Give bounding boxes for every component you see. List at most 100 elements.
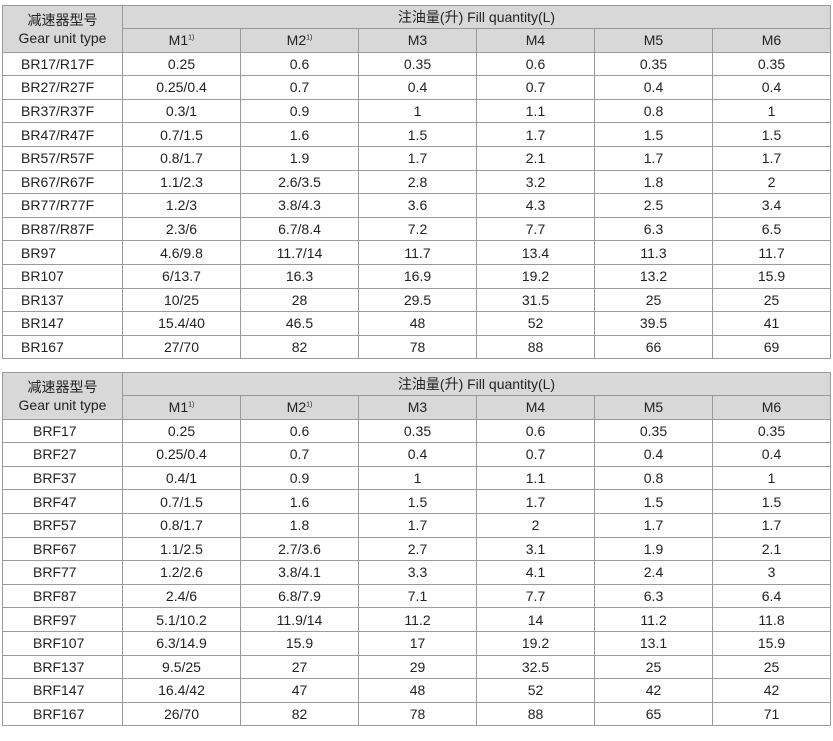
fill-quantity-cell: 52 <box>476 678 595 703</box>
fill-quantity-cell: 46.5 <box>240 311 359 336</box>
table-row: BR17/R17F 0.25 0.6 0.35 0.6 0.35 0.35 <box>2 51 831 77</box>
fill-quantity-cell: 0.4 <box>358 75 477 100</box>
fill-quantity-cell: 1.8 <box>240 512 359 538</box>
fill-quantity-cell: 0.35 <box>594 51 713 77</box>
column-label: M5 <box>643 32 664 49</box>
fill-quantity-cell: 6.3 <box>594 216 713 242</box>
fill-quantity-cell: 19.2 <box>476 630 595 656</box>
column-label: M3 <box>407 399 428 416</box>
fill-quantity-cell: 13.1 <box>594 630 713 656</box>
fill-quantity-cell: 1.2/2.6 <box>122 560 241 585</box>
column-header-m4: M4 <box>476 28 595 53</box>
table-row: BRF147 16.4/42 47 48 52 42 42 <box>2 678 831 703</box>
fill-quantity-cell: 9.5/25 <box>122 654 241 680</box>
fill-quantity-cell: 42 <box>712 678 831 703</box>
column-label: M1 <box>168 32 189 49</box>
fill-quantity-cell: 0.4 <box>594 75 713 100</box>
gear-unit-type-cell: BR47/R47F <box>2 122 123 147</box>
table-row: BRF167 26/70 82 78 88 65 71 <box>2 701 831 727</box>
fill-quantity-cell: 1.1 <box>476 98 595 124</box>
fill-quantity-cell: 11.7/14 <box>240 240 359 265</box>
fill-quantity-cell: 6.5 <box>712 216 831 242</box>
gear-unit-type-cell: BRF97 <box>2 607 123 632</box>
fill-quantity-cell: 0.25/0.4 <box>122 442 241 467</box>
column-header-m2: M21) <box>240 395 359 420</box>
fill-quantity-cell: 0.6 <box>476 418 595 444</box>
fill-quantity-cell: 0.4 <box>594 442 713 467</box>
column-label: M2 <box>286 399 307 416</box>
fill-quantity-cell: 47 <box>240 678 359 703</box>
fill-quantity-cell: 0.7 <box>240 442 359 467</box>
type-header-cn: 减速器型号 <box>27 11 98 28</box>
fill-quantity-header: 注油量(升) Fill quantity(L) <box>122 372 831 396</box>
fill-quantity-cell: 10/25 <box>122 287 241 313</box>
fill-quantity-table-br: 减速器型号 Gear unit type 注油量(升) Fill quantity(… <box>2 5 831 360</box>
fill-quantity-cell: 1.2/3 <box>122 193 241 218</box>
fill-quantity-cell: 1.5 <box>594 122 713 147</box>
fill-quantity-cell: 2.3/6 <box>122 216 241 242</box>
gear-unit-type-cell: BRF87 <box>2 583 123 609</box>
fill-quantity-cell: 7.7 <box>476 583 595 609</box>
fill-quantity-cell: 0.25/0.4 <box>122 75 241 100</box>
fill-quantity-cell: 0.7/1.5 <box>122 489 241 514</box>
gear-unit-type-cell: BR97 <box>2 240 123 265</box>
fill-quantity-cell: 2.7/3.6 <box>240 536 359 562</box>
fill-quantity-cell: 0.8/1.7 <box>122 512 241 538</box>
fill-quantity-cell: 16.4/42 <box>122 678 241 703</box>
fill-quantity-cell: 78 <box>358 701 477 727</box>
fill-quantity-cell: 0.35 <box>358 51 477 77</box>
fill-quantity-cell: 0.6 <box>240 418 359 444</box>
fill-quantity-cell: 11.7 <box>712 240 831 265</box>
footnote-marker: 1) <box>188 34 195 42</box>
fill-quantity-cell: 0.35 <box>712 418 831 444</box>
gear-unit-type-cell: BR147 <box>2 311 123 336</box>
fill-quantity-cell: 11.8 <box>712 607 831 632</box>
fill-quantity-cell: 15.4/40 <box>122 311 241 336</box>
column-label: M6 <box>761 32 782 49</box>
table-row: BRF137 9.5/25 27 29 32.5 25 25 <box>2 654 831 680</box>
table-row: BRF107 6.3/14.9 15.9 17 19.2 13.1 15.9 <box>2 630 831 656</box>
fill-quantity-cell: 31.5 <box>476 287 595 313</box>
fill-quantity-cell: 6.3/14.9 <box>122 630 241 656</box>
gear-unit-type-cell: BRF77 <box>2 560 123 585</box>
fill-quantity-cell: 25 <box>594 654 713 680</box>
fill-quantity-cell: 13.2 <box>594 263 713 289</box>
fill-quantity-cell: 69 <box>712 334 831 360</box>
column-header-m6: M6 <box>712 28 831 53</box>
fill-quantity-cell: 0.6 <box>476 51 595 77</box>
fill-quantity-cell: 11.2 <box>594 607 713 632</box>
fill-quantity-cell: 4.3 <box>476 193 595 218</box>
fill-quantity-cell: 88 <box>476 701 595 727</box>
gear-unit-type-cell: BR37/R37F <box>2 98 123 124</box>
fill-quantity-cell: 0.6 <box>240 51 359 77</box>
column-label: M5 <box>643 399 664 416</box>
footnote-marker: 1) <box>188 401 195 409</box>
fill-quantity-cell: 2.1 <box>476 145 595 171</box>
fill-quantity-cell: 2 <box>476 512 595 538</box>
fill-quantity-cell: 2.8 <box>358 169 477 195</box>
gear-unit-type-cell: BR17/R17F <box>2 51 123 77</box>
fill-quantity-cell: 26/70 <box>122 701 241 727</box>
fill-quantity-cell: 4.1 <box>476 560 595 585</box>
fill-quantity-cell: 25 <box>712 287 831 313</box>
fill-quantity-cell: 25 <box>712 654 831 680</box>
fill-quantity-cell: 1.7 <box>358 145 477 171</box>
fill-quantity-cell: 3.6 <box>358 193 477 218</box>
table-row: BR37/R37F 0.3/1 0.9 1 1.1 0.8 1 <box>2 98 831 124</box>
fill-quantity-cell: 52 <box>476 311 595 336</box>
fill-quantity-cell: 1.7 <box>476 489 595 514</box>
fill-quantity-cell: 3.2 <box>476 169 595 195</box>
fill-quantity-cell: 66 <box>594 334 713 360</box>
fill-quantity-cell: 0.8 <box>594 98 713 124</box>
fill-quantity-cell: 2.7 <box>358 536 477 562</box>
fill-quantity-cell: 1.7 <box>712 512 831 538</box>
gear-unit-type-cell: BRF167 <box>2 701 123 727</box>
gear-unit-type-cell: BRF137 <box>2 654 123 680</box>
fill-quantity-cell: 6/13.7 <box>122 263 241 289</box>
fill-quantity-cell: 1 <box>358 465 477 491</box>
fill-quantity-cell: 1.5 <box>712 122 831 147</box>
fill-quantity-cell: 82 <box>240 334 359 360</box>
fill-quantity-cell: 0.8 <box>594 465 713 491</box>
fill-quantity-cell: 27 <box>240 654 359 680</box>
fill-quantity-cell: 71 <box>712 701 831 727</box>
